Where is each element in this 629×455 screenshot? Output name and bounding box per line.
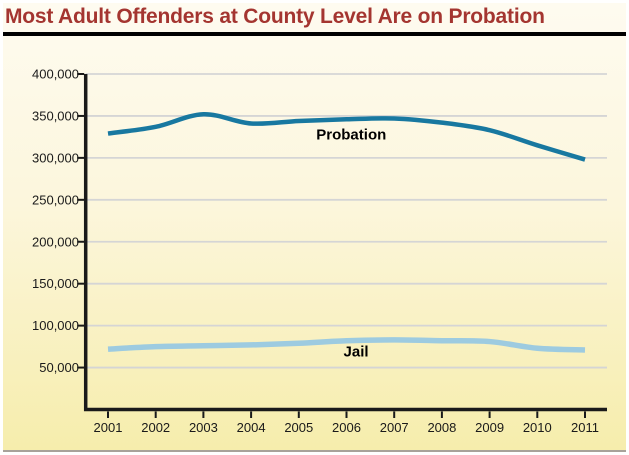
chart-title: Most Adult Offenders at County Level Are… bbox=[5, 5, 545, 28]
x-tick-label: 2006 bbox=[332, 420, 361, 435]
title-underline-rule bbox=[3, 32, 626, 36]
x-tick-label: 2004 bbox=[237, 420, 266, 435]
y-tick-label: 300,000 bbox=[32, 150, 79, 165]
y-tick-label: 50,000 bbox=[39, 360, 79, 375]
line-chart: 50,000 100,000 150,000 200,000 250,000 300,00… bbox=[32, 67, 607, 435]
series-line-probation bbox=[107, 112, 586, 162]
x-tick-label: 2005 bbox=[284, 420, 313, 435]
axis-line bbox=[83, 74, 607, 412]
series-line-jail bbox=[107, 337, 586, 353]
y-tick-label: 100,000 bbox=[32, 318, 79, 333]
series-label-jail: Jail bbox=[344, 344, 369, 361]
x-tick-label: 2001 bbox=[94, 420, 123, 435]
x-tick-label: 2003 bbox=[189, 420, 218, 435]
x-tick-label: 2007 bbox=[380, 420, 409, 435]
series-label-probation: Probation bbox=[316, 126, 386, 143]
y-tick-label: 350,000 bbox=[32, 108, 79, 123]
y-tick-label: 200,000 bbox=[32, 234, 79, 249]
y-tick-label: 250,000 bbox=[32, 192, 79, 207]
figure-frame: Most Adult Offenders at County Level Are… bbox=[3, 3, 626, 452]
x-tick-label: 2002 bbox=[141, 420, 170, 435]
x-tick-label: 2008 bbox=[427, 420, 456, 435]
y-tick-label: 150,000 bbox=[32, 276, 79, 291]
x-tick-label: 2011 bbox=[571, 420, 599, 435]
x-tick-label: 2009 bbox=[475, 420, 504, 435]
y-tick-label: 400,000 bbox=[32, 67, 79, 82]
x-tick-label: 2010 bbox=[523, 420, 552, 435]
